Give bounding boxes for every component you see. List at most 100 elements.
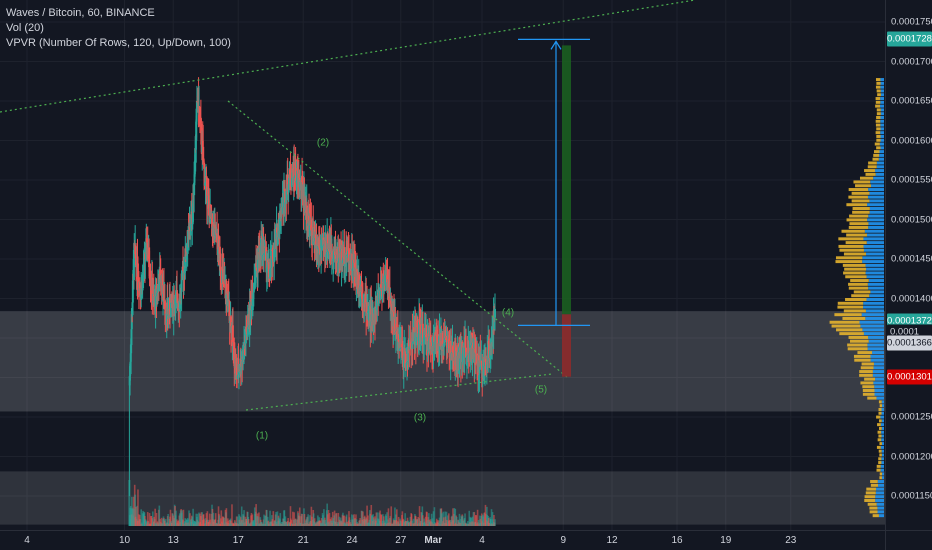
volume-bar (445, 511, 448, 526)
candle-body (343, 247, 346, 267)
volume-bar (136, 505, 138, 526)
volume-bar (146, 512, 149, 526)
volume-bar (267, 520, 269, 526)
volume-bar (376, 518, 379, 526)
vp-down-bar (879, 442, 882, 446)
candle-body (194, 148, 197, 172)
volume-bar (475, 515, 477, 526)
volume-bar (410, 514, 413, 526)
vp-up-bar (873, 381, 884, 385)
candle-body (280, 216, 283, 219)
vp-down-bar (879, 476, 882, 480)
volume-bar (236, 516, 239, 526)
vp-down-bar (876, 81, 881, 85)
candle-body (216, 233, 219, 243)
symbol-title[interactable]: Waves / Bitcoin, 60, BINANCE (6, 7, 155, 19)
volume-bar (200, 512, 203, 526)
vp-down-bar (878, 457, 882, 461)
volume-bar (369, 513, 372, 526)
volume-bar (426, 520, 429, 526)
volume-bar (424, 516, 427, 526)
volume-bar (343, 515, 346, 526)
vp-down-bar (875, 85, 881, 89)
volume-bar (362, 511, 364, 526)
vp-up-bar (862, 328, 884, 332)
vp-down-bar (854, 358, 871, 362)
volume-bar (292, 511, 294, 526)
vp-down-bar (873, 150, 880, 154)
volume-bar (301, 514, 303, 526)
wave-label: (1) (255, 430, 269, 442)
vp-down-bar (876, 445, 881, 449)
volume-bar (235, 516, 238, 526)
vp-up-bar (880, 468, 884, 472)
volume-bar (337, 512, 340, 526)
vp-up-bar (881, 453, 884, 457)
volume-bar (382, 514, 384, 526)
volume-bar (417, 516, 419, 526)
volume-bar (448, 519, 451, 526)
volume-bar (416, 519, 419, 526)
vp-down-bar (838, 244, 864, 248)
volume-bar (464, 513, 466, 526)
vp-up-bar (875, 491, 884, 495)
vp-down-bar (875, 119, 881, 123)
vp-up-bar (867, 203, 884, 207)
vp-up-bar (862, 260, 884, 264)
volume-bar (379, 510, 381, 526)
volume-bar (218, 515, 221, 526)
candle-body (429, 334, 432, 350)
candle-body (176, 293, 179, 303)
vp-down-bar (877, 438, 882, 442)
vp-up-bar (866, 275, 884, 279)
volume-indicator-label[interactable]: Vol (20) (6, 22, 44, 34)
vp-down-bar (864, 169, 876, 173)
vp-down-bar (876, 134, 881, 138)
vpvr-indicator-label[interactable]: VPVR (Number Of Rows, 120, Up/Down, 100) (6, 37, 231, 49)
vp-up-bar (867, 282, 884, 286)
vp-down-bar (842, 316, 866, 320)
vp-down-bar (845, 298, 867, 302)
time-tick-label: 17 (232, 535, 244, 546)
volume-bar (352, 515, 354, 526)
vp-down-bar (876, 146, 881, 150)
price-axis[interactable]: 0.00011500.00012000.00012500.00013000.00… (885, 0, 932, 530)
volume-bar (214, 513, 217, 526)
volume-bar (430, 513, 433, 526)
vp-down-bar (857, 351, 873, 355)
volume-bar (133, 509, 135, 526)
volume-bar (426, 512, 428, 526)
vp-down-bar (855, 184, 871, 188)
vp-up-bar (873, 362, 884, 366)
time-axis[interactable]: 4 10 13 17 21 24 27 Mar 4 9 12 16 19 23 (0, 530, 885, 550)
candle-body (287, 184, 290, 193)
volume-bar (128, 480, 131, 526)
volume-bar (264, 515, 266, 526)
vp-up-bar (866, 241, 884, 245)
vp-up-bar (880, 112, 884, 116)
volume-bar (167, 513, 169, 526)
volume-bar (164, 520, 166, 526)
vp-up-bar (863, 237, 884, 241)
vp-down-bar (872, 514, 879, 518)
vp-up-bar (865, 316, 884, 320)
vp-up-bar (863, 301, 884, 305)
candle-body (202, 146, 205, 161)
vp-down-bar (878, 434, 882, 438)
volume-bar (209, 519, 212, 526)
vp-up-bar (878, 157, 884, 161)
vp-up-bar (870, 184, 884, 188)
volume-bar (333, 510, 336, 526)
vp-down-bar (874, 142, 880, 146)
volume-bar (263, 514, 265, 526)
vp-down-bar (834, 313, 862, 317)
candle-body (494, 309, 496, 318)
volume-bar (401, 511, 404, 526)
vp-up-bar (862, 256, 884, 260)
vp-down-bar (876, 464, 881, 468)
candle-body (290, 178, 293, 187)
price-chart[interactable] (0, 0, 885, 530)
vp-down-bar (859, 370, 873, 374)
volume-bar (378, 512, 380, 526)
volume-bar (396, 509, 398, 526)
